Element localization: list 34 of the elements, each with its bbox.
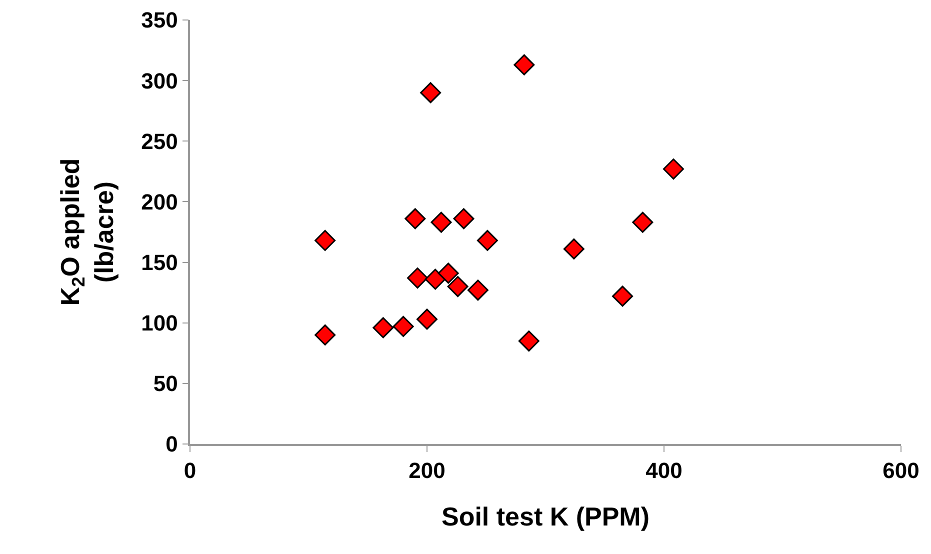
point bbox=[453, 208, 474, 230]
point bbox=[314, 324, 336, 346]
point bbox=[563, 238, 584, 260]
point bbox=[424, 268, 446, 290]
y-tick-label: 350 bbox=[141, 8, 178, 33]
point bbox=[416, 308, 438, 330]
point bbox=[430, 212, 452, 233]
y-tick-label: 250 bbox=[141, 128, 178, 154]
point bbox=[314, 230, 336, 251]
point bbox=[514, 54, 535, 76]
point bbox=[407, 268, 428, 289]
x-axis-title: Soil test K (PPM) bbox=[441, 501, 650, 532]
x-tick-label: 600 bbox=[882, 458, 920, 484]
point bbox=[420, 82, 442, 104]
point bbox=[662, 158, 684, 180]
y-tick-label: 100 bbox=[141, 310, 178, 336]
y-tick-label: 150 bbox=[141, 250, 178, 275]
point bbox=[632, 212, 654, 233]
point bbox=[467, 280, 488, 301]
point bbox=[518, 330, 540, 352]
y-tick-label: 200 bbox=[141, 189, 178, 214]
point bbox=[392, 316, 414, 337]
y-tick-label: 0 bbox=[166, 432, 178, 457]
y-tick-label: 50 bbox=[153, 371, 178, 396]
point bbox=[447, 276, 468, 298]
point bbox=[612, 286, 634, 307]
x-tick-label: 200 bbox=[408, 458, 446, 484]
point bbox=[404, 208, 426, 230]
y-tick-label: 300 bbox=[141, 68, 178, 94]
point bbox=[372, 317, 394, 338]
x-tick-label: 0 bbox=[184, 458, 196, 484]
point bbox=[438, 262, 459, 284]
point bbox=[476, 230, 498, 251]
x-tick-label: 400 bbox=[646, 458, 682, 484]
